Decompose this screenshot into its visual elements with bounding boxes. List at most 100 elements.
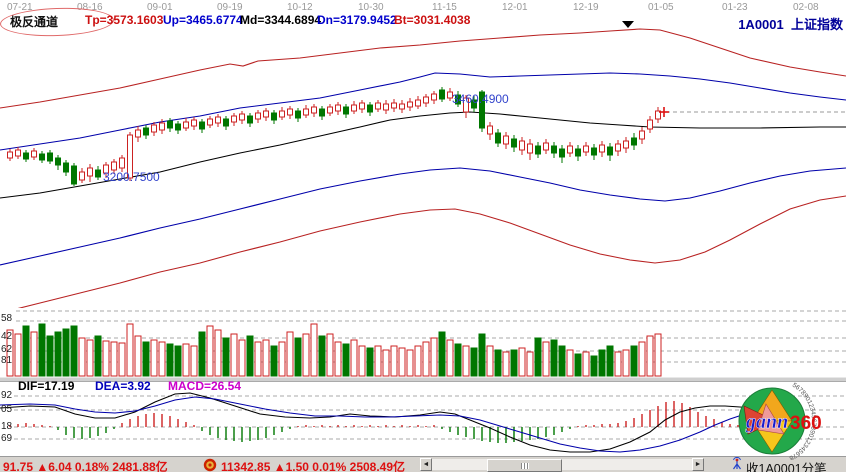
date-label: 10-12 xyxy=(287,2,313,13)
symbol-name: 上证指数 xyxy=(790,17,843,32)
volume-bar xyxy=(54,331,62,377)
volume-bar xyxy=(94,335,102,377)
volume-bar xyxy=(582,351,590,377)
volume-bar xyxy=(430,337,438,377)
candle-body xyxy=(375,102,381,110)
price-annotation-high: 3460.4900 xyxy=(452,92,509,106)
candle-body xyxy=(103,164,109,174)
volume-bar xyxy=(174,345,182,377)
volume-bar xyxy=(446,339,454,377)
volume-bar xyxy=(334,341,342,377)
volume-bar xyxy=(358,345,366,377)
macd-header-value: MACD=26.54 xyxy=(168,379,242,393)
date-label: 11-15 xyxy=(432,2,457,13)
candle-body xyxy=(255,112,261,120)
macd-axis-label: 92 xyxy=(1,390,13,401)
candle-body xyxy=(55,157,61,166)
candle-body xyxy=(639,130,645,140)
volume-bar xyxy=(606,345,614,377)
volume-bar xyxy=(270,345,278,377)
candle-body xyxy=(79,171,85,181)
candle-body xyxy=(391,102,397,109)
volume-bar xyxy=(214,329,222,377)
volume-bar xyxy=(14,333,22,377)
scrollbar-left-arrow[interactable]: ◄ xyxy=(420,458,432,471)
antenna-icon xyxy=(733,457,741,470)
volume-bar xyxy=(574,353,582,377)
band-values-row: Tp=3573.1603 Up=3465.6774 Md=3344.6894 Dn=3… xyxy=(0,13,846,29)
date-axis: 07-21 08-16 09-01 09-19 10-12 10-30 11-15 12-01… xyxy=(0,0,846,13)
candle-body xyxy=(239,113,245,121)
candle-body xyxy=(543,142,549,151)
candle-body xyxy=(615,143,621,152)
horizontal-scrollbar[interactable]: ◄ ► xyxy=(420,458,704,472)
volume-pane[interactable] xyxy=(0,306,846,380)
symbol-label: 1A0001 上证指数 xyxy=(738,14,843,33)
candle-body xyxy=(575,148,581,157)
volume-bar xyxy=(206,325,214,377)
candle-body xyxy=(263,110,269,118)
volume-bar xyxy=(598,349,606,377)
volume-bar xyxy=(566,349,574,377)
band-value: Tp=3573.1603 xyxy=(85,13,164,27)
volume-bar xyxy=(286,331,294,377)
volume-bar xyxy=(70,325,78,377)
macd-pane[interactable] xyxy=(0,382,846,456)
date-label: 09-01 xyxy=(147,2,173,13)
candle-body xyxy=(399,103,405,110)
volume-bar xyxy=(150,339,158,377)
feed-mode-label[interactable]: 收1A0001分笔 xyxy=(746,462,827,472)
candle-body xyxy=(15,149,21,157)
candle-body xyxy=(151,124,157,133)
position-marker-icon xyxy=(622,21,634,28)
candle-body xyxy=(311,106,317,114)
volume-bar xyxy=(542,341,550,377)
scrollbar-thumb[interactable] xyxy=(487,459,562,472)
volume-bar xyxy=(46,335,54,377)
volume-bar xyxy=(302,333,310,377)
candle-body xyxy=(567,145,573,154)
candle-body xyxy=(583,145,589,153)
date-label: 02-08 xyxy=(793,2,819,13)
volume-bar xyxy=(502,351,510,377)
candle-body xyxy=(183,121,189,129)
volume-bar xyxy=(222,337,230,377)
candle-body xyxy=(471,99,477,109)
candle-body xyxy=(487,125,493,135)
volume-bar xyxy=(318,335,326,377)
macd-header-value: DIF=17.19 xyxy=(18,379,75,393)
candle-body xyxy=(591,147,597,156)
date-label: 08-16 xyxy=(77,2,103,13)
volume-bar xyxy=(158,341,166,377)
volume-bar xyxy=(630,345,638,377)
volume-bar xyxy=(486,345,494,377)
band-value: Dn=3179.9452 xyxy=(317,13,397,27)
volume-axis-label: 81 xyxy=(1,355,13,366)
volume-bar xyxy=(470,347,478,377)
logo-text-gann: gann xyxy=(745,411,788,433)
candle-body xyxy=(407,101,413,108)
symbol-code: 1A0001 xyxy=(738,17,784,32)
scrollbar-track[interactable] xyxy=(432,459,692,472)
volume-bar xyxy=(310,323,318,377)
candle-body xyxy=(215,116,221,124)
volume-bar xyxy=(190,345,198,377)
volume-bar xyxy=(462,345,470,377)
volume-bar xyxy=(558,345,566,377)
volume-bar xyxy=(30,331,38,377)
candle-body xyxy=(447,91,453,99)
volume-bar xyxy=(422,341,430,377)
volume-bar xyxy=(494,349,502,377)
candle-body xyxy=(535,145,541,155)
scrollbar-right-arrow[interactable]: ► xyxy=(692,458,704,471)
candle-body xyxy=(143,127,149,136)
candle-body xyxy=(175,123,181,131)
volume-bar xyxy=(38,323,46,377)
volume-bar xyxy=(518,347,526,377)
main-price-chart[interactable] xyxy=(0,0,846,308)
volume-bar xyxy=(294,337,302,377)
volume-bar xyxy=(550,339,558,377)
candle-body xyxy=(431,93,437,101)
candle-body xyxy=(383,103,389,111)
